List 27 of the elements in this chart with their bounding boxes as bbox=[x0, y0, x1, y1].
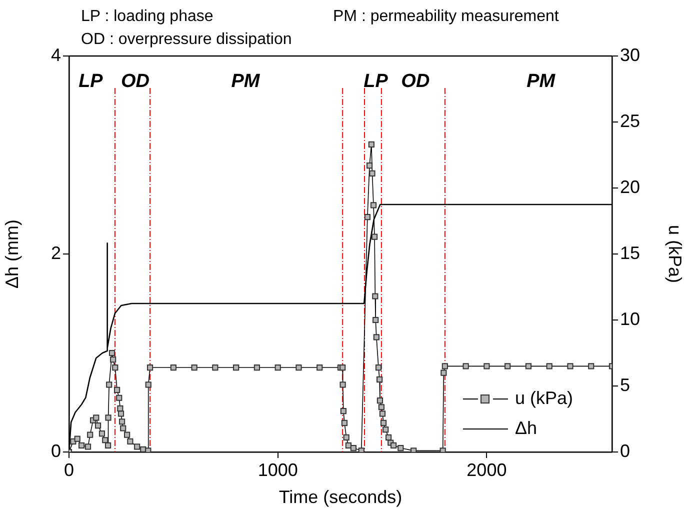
y2-axis-title: u (kPa) bbox=[665, 224, 686, 284]
y2-tick-label: 30 bbox=[620, 44, 640, 65]
y2-tick-label: 10 bbox=[620, 308, 640, 329]
x-tick-label: 2000 bbox=[466, 460, 507, 480]
text: PM : permeability measurement bbox=[333, 8, 560, 25]
y2-tick-label: 5 bbox=[620, 374, 630, 395]
annotation: LP bbox=[364, 71, 388, 92]
y2-tick-label: 15 bbox=[620, 242, 640, 263]
y-tick-label: 4 bbox=[50, 44, 61, 65]
annotation: OD bbox=[120, 71, 150, 92]
annotation: LP bbox=[78, 71, 104, 92]
y-axis-title: Δh (mm) bbox=[2, 219, 22, 289]
x-axis-title: Time (seconds) bbox=[278, 487, 402, 508]
x-tick-label: 0 bbox=[64, 460, 74, 480]
legend-label: Δh bbox=[515, 418, 538, 438]
y-tick-label: 2 bbox=[50, 242, 61, 263]
y2-tick-label: 25 bbox=[620, 110, 640, 131]
annotation: PM bbox=[231, 71, 261, 92]
annotation: OD bbox=[401, 71, 430, 92]
x-tick-label: 1000 bbox=[258, 460, 298, 480]
text: LP : loading phase bbox=[81, 8, 214, 25]
annotation: PM bbox=[526, 71, 556, 92]
legend-label: u (kPa) bbox=[515, 388, 574, 408]
text: OD : overpressure dissipation bbox=[81, 31, 292, 48]
y2-tick-label: 0 bbox=[620, 440, 630, 461]
y2-tick-label: 20 bbox=[620, 176, 640, 197]
y-tick-label: 0 bbox=[50, 440, 61, 461]
